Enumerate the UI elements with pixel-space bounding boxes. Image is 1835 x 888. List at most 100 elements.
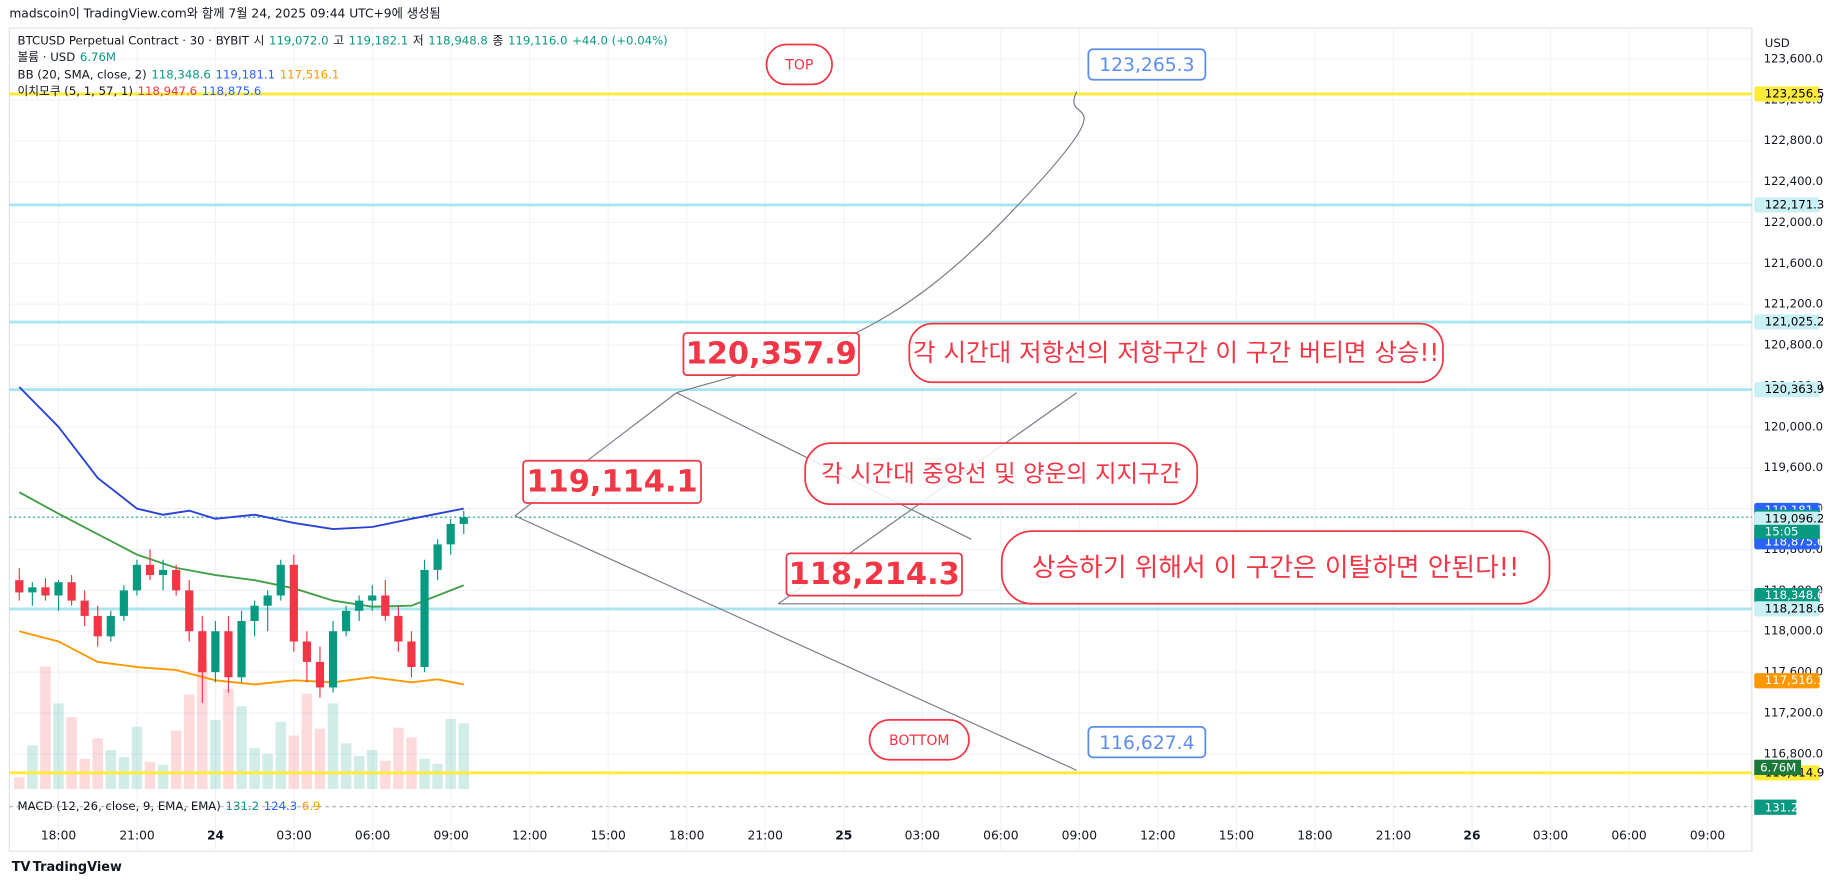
indicator-line	[18, 386, 464, 530]
annotation-text: TOP	[784, 58, 813, 74]
x-tick-label: 09:00	[1062, 828, 1097, 842]
candle-body	[132, 564, 142, 591]
volume-bar	[275, 721, 287, 790]
volume-bar	[183, 694, 195, 790]
volume-bar	[92, 738, 103, 790]
x-tick-label: 12:00	[512, 828, 547, 842]
countdown-badge	[1754, 524, 1820, 539]
candle-body	[459, 517, 468, 524]
header-title: madscoin이 TradingView.com와 함께 7월 24, 202…	[9, 7, 440, 21]
candle-body	[381, 595, 390, 616]
legend-text: 118,947.6	[138, 84, 198, 98]
price-badge	[1754, 673, 1820, 689]
volume-bar	[406, 737, 417, 790]
price-badge	[1754, 382, 1820, 398]
legend-text: 이치모쿠 (5, 1, 57, 1)	[18, 84, 133, 98]
y-tick-label: 121,200.0	[1764, 297, 1824, 311]
volume-bar	[432, 763, 443, 790]
candle-body	[276, 564, 285, 596]
volume-bar	[223, 688, 234, 790]
candle-body	[67, 582, 76, 601]
legend-text: 119,072.0	[269, 34, 329, 48]
volume-bar	[366, 750, 378, 790]
annotation-box	[908, 322, 1444, 384]
x-tick-label: 09:00	[433, 828, 468, 842]
legend-text: 고	[333, 34, 344, 48]
legend-text: 119,116.0	[508, 34, 568, 48]
candle-body	[446, 523, 455, 545]
volume-bar	[393, 727, 404, 790]
volume-bar	[445, 718, 456, 790]
x-tick-label: 18:00	[669, 828, 704, 842]
annotation-box	[1000, 530, 1551, 605]
annotation-text: 123,265.3	[1099, 55, 1194, 76]
candle-body	[224, 631, 233, 678]
legend-text: 118,875.6	[202, 84, 262, 98]
legend-text: 6.9	[302, 799, 321, 813]
annotation-box	[785, 552, 963, 597]
candle-body	[93, 615, 102, 637]
y-tick-label: 120,000.0	[1764, 419, 1824, 433]
y-tick-label: 122,400.0	[1764, 174, 1824, 188]
price-badge-label: 120,363.9	[1765, 382, 1825, 396]
y-tick-label: 118,000.0	[1764, 624, 1824, 638]
candle-body	[420, 569, 429, 668]
volume-bar	[301, 693, 313, 790]
y-tick-label: 120,800.0	[1764, 338, 1824, 352]
price-badge	[1754, 86, 1820, 102]
x-tick-label: 12:00	[1140, 828, 1175, 842]
legend-text: MACD (12, 26, close, 9, EMA, EMA)	[18, 799, 221, 813]
x-tick-label: 21:00	[1376, 828, 1411, 842]
price-badge-label: 123,256.5	[1765, 86, 1825, 100]
price-badge	[1754, 197, 1820, 213]
price-badge	[1754, 314, 1820, 330]
price-badge-label: 121,025.2	[1765, 315, 1825, 329]
volume-bar	[170, 730, 182, 790]
y-tick-label: 119,600.0	[1764, 460, 1824, 474]
candle-body	[315, 661, 325, 688]
volume-bar	[40, 666, 51, 790]
price-badge-label: 118,348.6	[1765, 588, 1825, 602]
legend-text: 124.3	[264, 799, 297, 813]
footer-brand: TradingView	[33, 860, 122, 875]
indicator-line	[19, 630, 464, 686]
volume-bar	[53, 703, 64, 790]
volume-bar	[314, 728, 326, 790]
x-tick-label: 25	[835, 828, 852, 842]
candle-body	[237, 621, 246, 678]
candle-body	[433, 544, 442, 570]
annotation-box	[868, 718, 970, 761]
legend-text: 119,181.1	[216, 68, 276, 82]
legend-text: 종	[492, 34, 503, 48]
annotation-box	[1087, 726, 1207, 759]
candle-body	[15, 580, 24, 593]
annotation-text: 상승하기 위해서 이 구간은 이탈하면 안된다!!	[1032, 553, 1520, 583]
price-badge	[1754, 601, 1820, 617]
annotation-text: 120,357.9	[686, 337, 857, 372]
legend-text: +44.0 (+0.04%)	[572, 34, 668, 48]
x-tick-label: 26	[1463, 828, 1480, 842]
candle-body	[158, 569, 168, 576]
x-tick-label: 21:00	[748, 828, 783, 842]
volume-bar	[380, 760, 391, 790]
volume-bar	[14, 777, 25, 790]
candle-body	[185, 590, 194, 632]
volume-badge	[1754, 759, 1802, 775]
candle-body	[41, 587, 50, 596]
volume-bar	[340, 743, 352, 790]
indicator-line	[18, 491, 465, 608]
x-tick-label: 09:00	[1690, 828, 1725, 842]
candle-body	[28, 587, 37, 593]
legend-text: 시	[254, 34, 265, 48]
candle-body	[368, 595, 377, 601]
price-badge-label: 119,096.2	[1765, 512, 1825, 526]
legend-text: BB (20, SMA, close, 2)	[18, 68, 147, 82]
volume-bar	[327, 703, 339, 790]
price-badge-label: 117,516.1	[1765, 673, 1825, 687]
annotation-box	[1087, 48, 1207, 81]
volume-bar	[288, 735, 300, 790]
x-tick-label: 03:00	[276, 828, 311, 842]
x-tick-label: 15:00	[591, 828, 626, 842]
